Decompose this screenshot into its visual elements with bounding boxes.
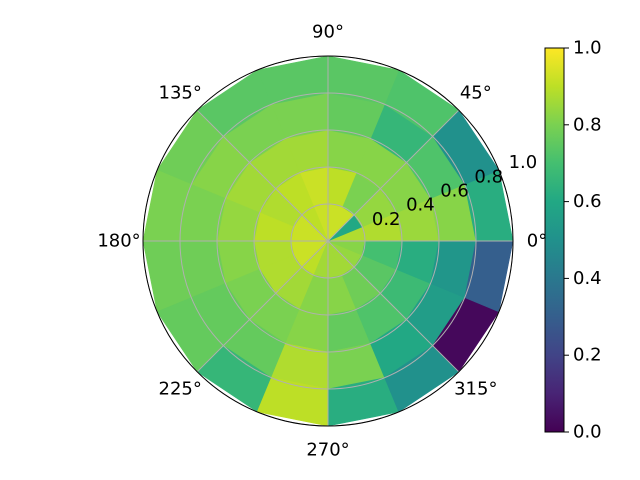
radial-tick-label: 0.6 xyxy=(440,180,469,201)
colorbar-tick-label: 0.6 xyxy=(573,191,602,212)
theta-tick-label: 0° xyxy=(527,231,547,252)
polar-grid xyxy=(142,55,514,427)
theta-tick-label: 135° xyxy=(159,83,202,104)
radial-tick-label: 0.8 xyxy=(474,166,503,187)
theta-tick-label: 270° xyxy=(306,440,349,461)
radial-tick-label: 0.4 xyxy=(406,195,435,216)
polar-frame xyxy=(142,55,514,427)
radial-tick-label: 0.2 xyxy=(372,209,401,230)
colorbar-tick-label: 1.0 xyxy=(573,38,602,59)
angular-gridline xyxy=(327,240,460,373)
theta-tick-label: 90° xyxy=(312,22,344,43)
radial-tick-label: 1.0 xyxy=(509,152,538,173)
radial-tick-labels: 0.20.40.60.8 1.0 xyxy=(372,152,537,230)
colorbar-tick-label: 0.2 xyxy=(573,345,602,366)
theta-tick-labels: 0° 45° 90° 135° 180° 225° 270° 315° xyxy=(97,22,547,461)
colorbar: 0.0 0.2 0.4 0.6 0.8 1.0 xyxy=(544,38,602,443)
colorbar-gradient xyxy=(544,47,565,433)
heatmap-cells xyxy=(142,55,514,427)
angular-gridline xyxy=(196,109,329,242)
angular-gridline xyxy=(196,240,329,373)
colorbar-tick-label: 0.0 xyxy=(573,422,602,443)
theta-tick-label: 225° xyxy=(159,378,202,399)
angular-gridline xyxy=(327,109,460,242)
colorbar-tick-label: 0.4 xyxy=(573,268,602,289)
colorbar-ticks: 0.0 0.2 0.4 0.6 0.8 1.0 xyxy=(564,38,602,443)
colorbar-tick-label: 0.8 xyxy=(573,114,602,135)
theta-tick-label: 180° xyxy=(97,231,140,252)
theta-tick-label: 315° xyxy=(454,378,497,399)
theta-tick-label: 45° xyxy=(460,83,492,104)
